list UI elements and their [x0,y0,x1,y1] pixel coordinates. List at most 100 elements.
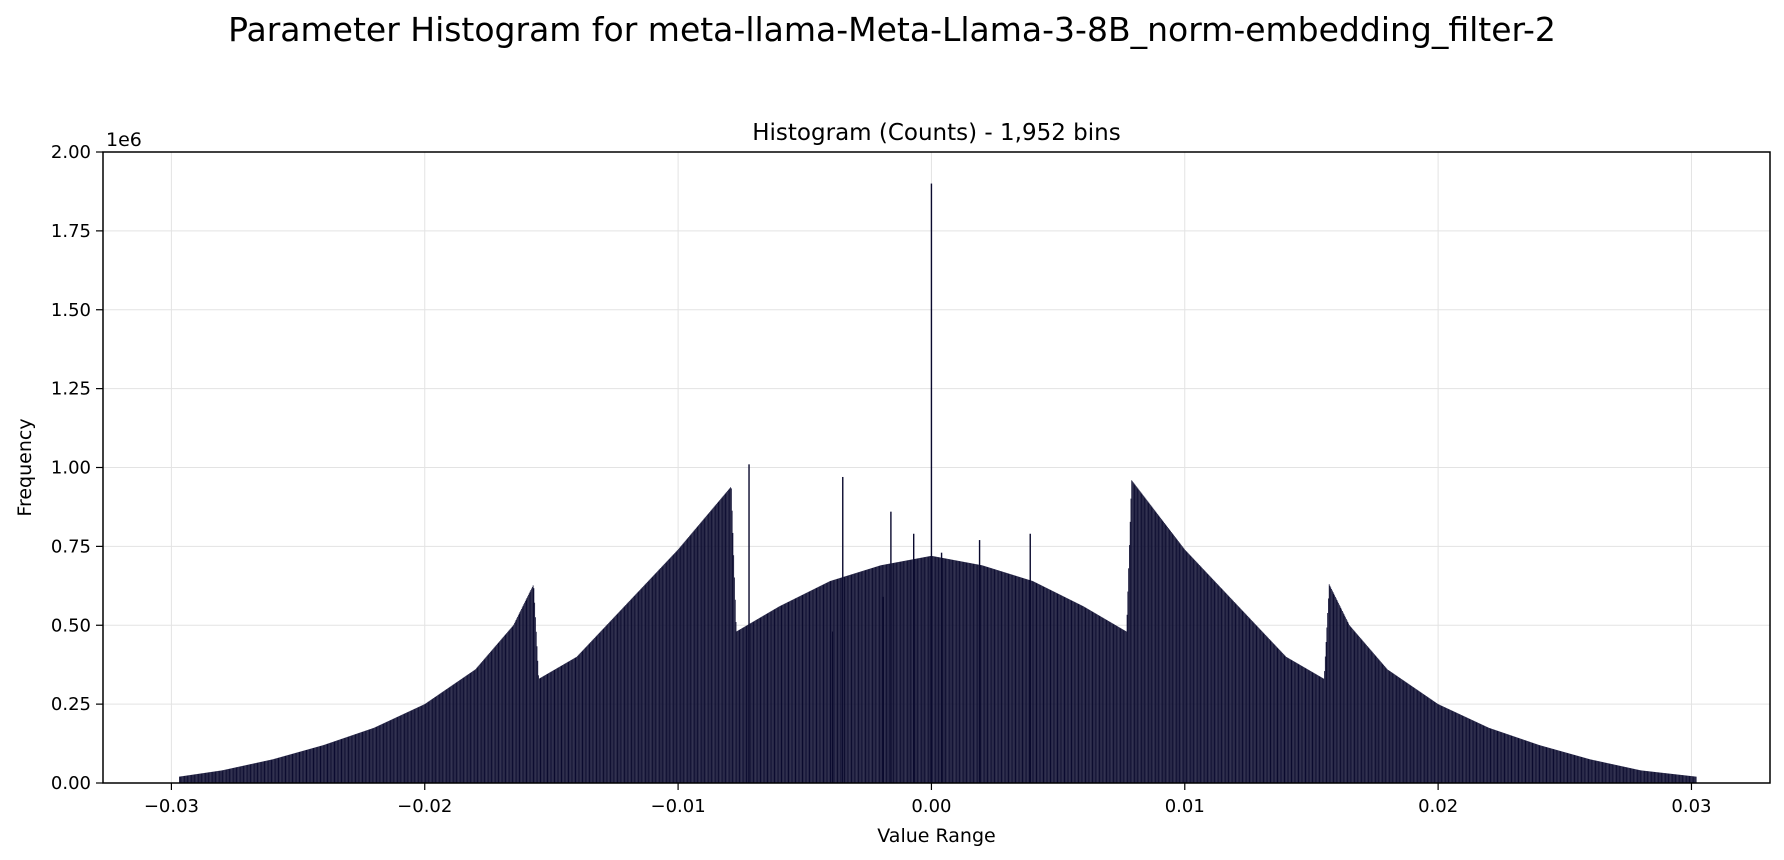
histogram-bar [1644,770,1646,783]
histogram-bar [217,770,219,783]
histogram-bar [1588,758,1590,783]
histogram-bar [439,693,441,783]
histogram-bar [1659,772,1660,783]
histogram-bar [358,732,360,783]
histogram-bar [209,772,211,783]
histogram-bar [212,771,214,783]
histogram-bar [468,674,469,783]
histogram-bar [1675,774,1677,783]
histogram-bar [877,566,879,783]
histogram-bar [415,708,417,783]
histogram-bar [265,760,267,783]
histogram-bar [724,493,726,783]
histogram-bar [1544,746,1546,783]
histogram-bar [1514,736,1516,783]
histogram-bar [436,695,438,783]
histogram-bar [1458,713,1460,783]
histogram-bar [1515,737,1517,783]
histogram-bar [1164,522,1165,783]
histogram-bar [1028,579,1030,783]
histogram-bar [306,749,308,783]
histogram-bar [1062,595,1063,783]
histogram-bar [910,559,912,783]
histogram-bar [947,558,948,783]
histogram-bar [217,771,218,783]
histogram-bar [1497,730,1499,783]
histogram-bar [1639,770,1640,783]
histogram-bar [608,623,609,783]
histogram-bar [874,567,875,783]
histogram-bar [1177,540,1178,783]
histogram-bar [736,631,738,783]
histogram-bar [1053,591,1055,783]
histogram-bar [1547,747,1549,783]
histogram-bar [542,676,544,783]
histogram-bar [1682,775,1684,783]
histogram-bar [1584,757,1586,783]
histogram-bar [1475,721,1477,783]
histogram-bar [200,773,202,783]
histogram-bar [631,598,633,783]
histogram-bar [1144,497,1146,783]
histogram-bar [1055,592,1057,783]
histogram-bar [540,677,542,783]
histogram-bar [921,557,923,783]
histogram-bar [567,661,569,783]
histogram-bar [856,572,857,783]
histogram-bar [1006,573,1008,783]
histogram-bar [1149,503,1151,783]
histogram-bar [799,596,801,783]
histogram-bar [210,772,211,783]
histogram-bar [615,614,617,783]
histogram-bar [1430,699,1432,783]
histogram-bar [325,744,326,783]
histogram-bar [284,755,286,783]
histogram-bar [1491,728,1493,783]
histogram-bar [1246,615,1248,783]
histogram-bar [244,765,246,783]
histogram-bar [1424,695,1426,783]
histogram-bar [1613,764,1615,783]
histogram-bar [398,716,400,783]
histogram-bar [827,582,829,783]
histogram-bar [919,557,921,783]
histogram-bar [629,600,630,783]
histogram-bar [679,547,681,783]
histogram-bar [1642,770,1643,783]
histogram-bar [1518,738,1520,783]
histogram-bar [1078,604,1080,783]
histogram-bar [1129,521,1131,783]
histogram-bar [1231,599,1233,783]
histogram-bar [730,488,732,783]
histogram-bar [347,736,349,783]
histogram-bar [1393,673,1395,783]
histogram-bar [1632,768,1633,783]
histogram-bar [1529,741,1531,783]
histogram-bar [1217,584,1219,783]
histogram-bar [1366,645,1368,783]
histogram-bar [1386,668,1388,783]
histogram-bar [429,700,431,783]
histogram-bar [409,711,410,783]
histogram-bar [1194,560,1196,783]
histogram-bar [1262,632,1264,783]
histogram-bar [294,753,296,783]
histogram-bar [1225,592,1227,783]
histogram-bar [1155,511,1157,783]
histogram-bar [1545,747,1547,783]
histogram-bar [1240,609,1242,783]
histogram-bar [374,727,375,783]
histogram-bar [1319,676,1321,783]
histogram-bar [1639,770,1641,783]
histogram-bar [252,763,253,783]
histogram-bar [601,630,602,783]
histogram-bar [1212,578,1213,783]
histogram-bar [1516,737,1517,783]
histogram-bar [776,608,777,783]
histogram-bar [1614,764,1616,783]
histogram-bar [924,557,926,783]
histogram-bar [1066,598,1068,783]
histogram-bar [1663,773,1665,783]
histogram-bar [936,556,938,783]
histogram-bar [599,632,601,783]
